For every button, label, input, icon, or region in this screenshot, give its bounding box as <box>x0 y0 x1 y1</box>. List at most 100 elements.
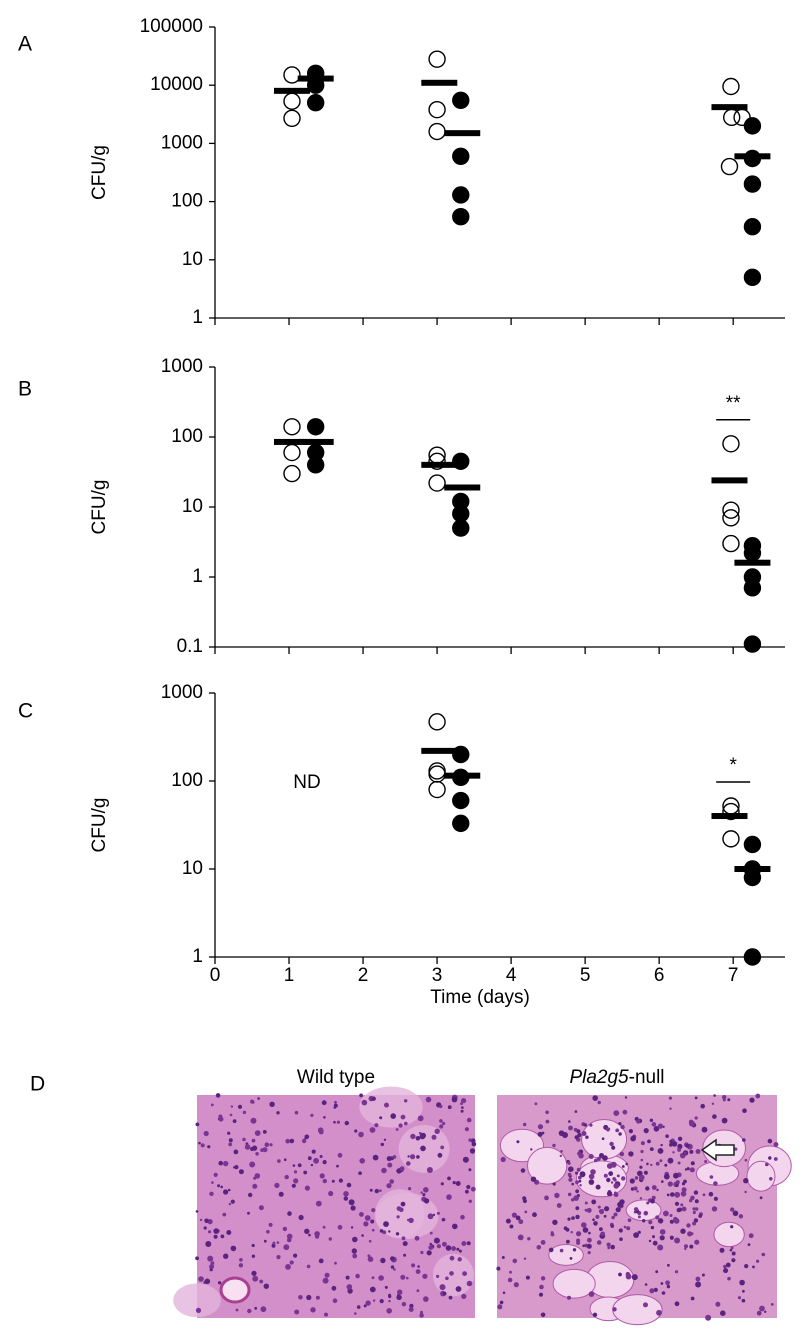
nucleus <box>380 1142 384 1147</box>
tubule <box>526 1146 568 1185</box>
nucleus <box>199 1218 203 1222</box>
nucleus <box>588 1154 594 1159</box>
open-point <box>722 534 740 553</box>
nucleus <box>234 1165 239 1170</box>
nucleus <box>588 1173 595 1180</box>
nucleus <box>468 1138 472 1142</box>
open-point <box>428 780 446 799</box>
nucleus <box>284 1174 289 1180</box>
annotation: * <box>729 755 737 776</box>
nucleus <box>289 1138 295 1144</box>
nucleus <box>308 1233 311 1237</box>
nucleus <box>672 1151 675 1154</box>
nucleus <box>597 1205 601 1209</box>
open-point <box>283 109 301 127</box>
nucleus <box>457 1257 462 1262</box>
nucleus <box>621 1176 626 1181</box>
caption-italic: Pla2g5 <box>569 1067 629 1088</box>
nucleus <box>597 1100 601 1105</box>
y-tick-label: 1000 <box>161 132 203 153</box>
nucleus <box>338 1178 343 1183</box>
nucleus <box>365 1300 371 1306</box>
nucleus <box>729 1248 733 1252</box>
nucleus <box>695 1149 701 1154</box>
nucleus <box>661 1180 664 1183</box>
nucleus <box>575 1189 579 1194</box>
panel-label: C <box>18 700 33 723</box>
nucleus <box>227 1131 231 1135</box>
nucleus <box>350 1226 354 1229</box>
nucleus <box>603 1214 607 1218</box>
nucleus <box>317 1127 324 1133</box>
nucleus <box>711 1102 715 1106</box>
nucleus <box>659 1235 665 1241</box>
nucleus <box>208 1230 212 1234</box>
nucleus <box>257 1097 260 1100</box>
nucleus <box>216 1229 220 1233</box>
nucleus <box>681 1187 687 1193</box>
nucleus <box>294 1309 300 1315</box>
nucleus <box>461 1241 467 1246</box>
nucleus <box>509 1224 514 1229</box>
nucleus <box>643 1210 649 1216</box>
nucleus <box>585 1135 589 1139</box>
nucleus <box>334 1100 337 1104</box>
nucleus <box>398 1123 403 1128</box>
nucleus <box>390 1256 395 1261</box>
nucleus <box>684 1247 687 1251</box>
nucleus <box>518 1219 524 1225</box>
nucleus <box>456 1247 460 1251</box>
nucleus <box>712 1114 717 1119</box>
nucleus <box>651 1185 657 1190</box>
nucleus <box>628 1151 634 1157</box>
nucleus <box>416 1289 420 1293</box>
open-point <box>283 92 301 110</box>
nucleus <box>203 1130 209 1137</box>
nucleus <box>629 1178 635 1184</box>
nucleus <box>618 1272 622 1277</box>
nucleus <box>742 1289 745 1293</box>
nucleus <box>606 1242 611 1247</box>
nucleus <box>675 1180 680 1185</box>
nucleus <box>595 1214 600 1219</box>
nucleus <box>534 1102 538 1106</box>
nucleus <box>355 1273 360 1279</box>
nucleus <box>439 1284 446 1291</box>
nucleus <box>669 1107 672 1110</box>
nucleus <box>369 1188 373 1192</box>
nucleus <box>606 1163 613 1169</box>
nucleus <box>403 1253 407 1257</box>
nucleus <box>286 1233 293 1240</box>
nucleus <box>470 1138 476 1144</box>
nucleus <box>210 1103 214 1107</box>
nucleus <box>409 1303 414 1308</box>
y-tick-label: 100 <box>171 770 203 791</box>
nucleus <box>386 1308 393 1314</box>
nucleus <box>262 1130 267 1134</box>
nucleus <box>464 1127 469 1132</box>
nucleus <box>323 1116 326 1119</box>
nucleus <box>386 1183 392 1189</box>
nucleus <box>590 1169 596 1175</box>
nucleus <box>575 1206 580 1211</box>
nucleus <box>742 1108 747 1113</box>
tubule <box>746 1160 776 1192</box>
nucleus <box>301 1138 307 1144</box>
nucleus <box>665 1134 669 1138</box>
nucleus <box>663 1210 669 1217</box>
nucleus <box>371 1096 376 1101</box>
nucleus <box>411 1263 416 1268</box>
nucleus <box>422 1273 428 1279</box>
nucleus <box>687 1231 693 1237</box>
nucleus <box>615 1128 620 1133</box>
nucleus <box>615 1207 621 1213</box>
nucleus <box>630 1135 636 1142</box>
nucleus <box>322 1225 326 1229</box>
nucleus <box>719 1247 725 1253</box>
y-tick-label: 10 <box>182 249 203 270</box>
nucleus <box>653 1287 658 1292</box>
nucleus <box>670 1236 674 1240</box>
nucleus <box>239 1258 243 1262</box>
nucleus <box>725 1262 731 1268</box>
nucleus <box>254 1173 261 1179</box>
